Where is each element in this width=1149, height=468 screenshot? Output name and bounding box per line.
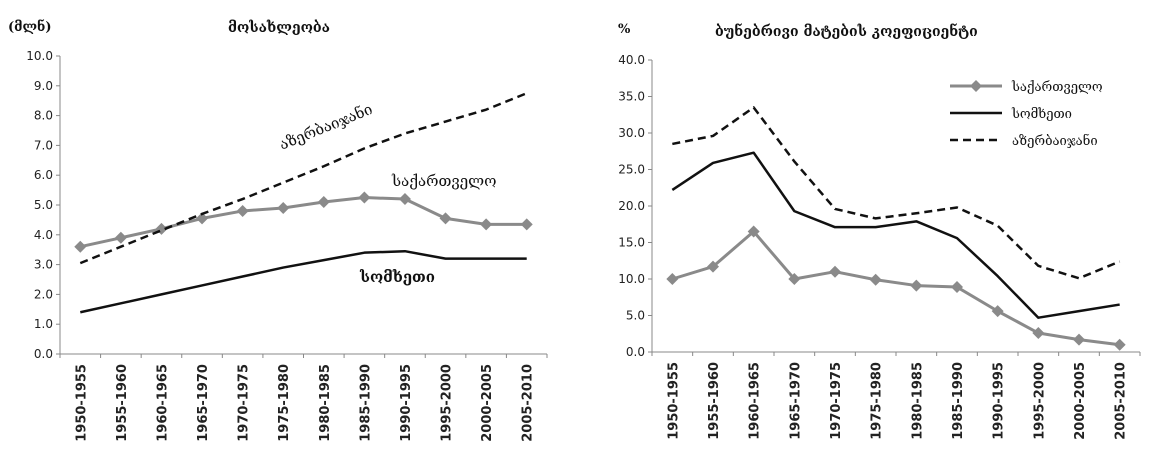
population-data-point bbox=[358, 191, 371, 204]
population-data-point bbox=[74, 240, 87, 253]
growth-rate-data-point bbox=[666, 273, 679, 285]
growth-rate-x-tick-label: 1960-1965 bbox=[748, 362, 763, 440]
population-x-tick-label: 1970-1975 bbox=[237, 364, 252, 442]
growth-rate-chart-title: ბუნებრივი მატების კოეფიციენტი bbox=[715, 24, 978, 40]
population-chart-plot: 0.0 1.0 2.0 3.0 4.0 5.0 6.0 7.0 8.0 9.0 10.0 1950-1… bbox=[26, 49, 548, 442]
population-series-line-1 bbox=[80, 249, 527, 314]
population-y-tick-label: 5.0 bbox=[34, 198, 53, 212]
population-y-tick-label: 9.0 bbox=[34, 79, 53, 93]
growth-rate-data-point bbox=[910, 279, 923, 292]
population-x-tick-label: 2005-2010 bbox=[521, 364, 536, 442]
growth-rate-chart: % ბუნებრივი მატების კოეფიციენტი 0.0 5.0 10… bbox=[575, 0, 1149, 468]
population-unit-label: (მლნ) bbox=[8, 20, 52, 35]
azerbaijan-inline-label: აზერბაიჯანი bbox=[277, 100, 375, 154]
population-y-tick-label: 7.0 bbox=[34, 138, 53, 152]
population-y-tick-label: 10.0 bbox=[26, 49, 53, 63]
growth-rate-data-point bbox=[788, 273, 801, 285]
population-data-point bbox=[520, 218, 533, 231]
growth-rate-data-point bbox=[1073, 333, 1085, 346]
population-y-tick-label: 8.0 bbox=[34, 109, 53, 123]
population-data-point bbox=[277, 201, 290, 214]
population-x-tick-label: 1985-1990 bbox=[358, 364, 373, 442]
growth-rate-x-tick-label: 1995-2000 bbox=[1032, 362, 1047, 440]
armenia-inline-label: სომხეთი bbox=[359, 268, 435, 286]
legend-marker-0 bbox=[970, 80, 982, 92]
growth-rate-data-point bbox=[1032, 327, 1045, 340]
population-data-point bbox=[114, 231, 127, 244]
population-x-tick-label: 1950-1955 bbox=[74, 364, 89, 442]
population-chart: (მლნ) მოსახლეობა 0.0 1.0 2.0 3.0 4.0 5.0 6.0 7.… bbox=[8, 20, 548, 442]
growth-rate-y-tick-label: 25.0 bbox=[618, 163, 645, 177]
legend-label-2: აზერბაიჯანი bbox=[1012, 133, 1098, 149]
growth-rate-x-tick-label: 1980-1985 bbox=[910, 362, 925, 440]
growth-rate-series-line-2 bbox=[672, 106, 1121, 280]
growth-rate-x-tick-label: 1965-1970 bbox=[788, 362, 803, 440]
population-y-tick-label: 0.0 bbox=[34, 347, 53, 361]
population-x-tick-label: 1980-1985 bbox=[318, 364, 333, 442]
population-x-tick-label: 1990-1995 bbox=[399, 364, 414, 442]
growth-rate-x-tick-label: 2000-2005 bbox=[1073, 362, 1088, 440]
growth-rate-x-tick-label: 1970-1975 bbox=[829, 362, 844, 440]
growth-rate-chart-plot: 0.0 5.0 10.0 15.0 20.0 25.0 30.0 35.0 40.0 1950-1… bbox=[618, 53, 1141, 440]
growth-rate-x-tick-label: 2005-2010 bbox=[1114, 362, 1129, 440]
population-data-point bbox=[196, 212, 209, 225]
population-y-tick-label: 6.0 bbox=[34, 168, 53, 182]
population-y-tick-label: 3.0 bbox=[34, 258, 53, 272]
growth-rate-x-tick-label: 1975-1980 bbox=[870, 362, 885, 440]
population-y-tick-label: 2.0 bbox=[34, 287, 53, 301]
growth-rate-y-tick-label: 35.0 bbox=[618, 90, 645, 104]
population-data-point bbox=[439, 212, 452, 225]
growth-rate-data-point bbox=[951, 281, 963, 294]
population-series-line-2 bbox=[79, 92, 528, 265]
growth-rate-x-tick-label: 1985-1990 bbox=[951, 362, 966, 440]
growth-rate-data-point bbox=[991, 305, 1004, 318]
population-data-point bbox=[480, 218, 493, 231]
growth-rate-y-tick-label: 30.0 bbox=[618, 126, 645, 140]
growth-rate-y-tick-label: 20.0 bbox=[618, 199, 645, 213]
growth-rate-series-line-1 bbox=[671, 151, 1120, 319]
population-chart-title: მოსახლეობა bbox=[228, 20, 330, 36]
growth-rate-x-tick-label: 1950-1955 bbox=[666, 362, 681, 440]
growth-rate-unit-label: % bbox=[618, 22, 631, 37]
growth-rate-data-point bbox=[829, 265, 841, 278]
population-y-tick-label: 4.0 bbox=[34, 228, 53, 242]
growth-rate-x-tick-label: 1955-1960 bbox=[707, 362, 722, 440]
population-x-tick-label: 1975-1980 bbox=[277, 364, 292, 442]
growth-rate-data-point bbox=[1113, 338, 1126, 351]
population-x-tick-label: 2000-2005 bbox=[480, 364, 495, 442]
population-data-point bbox=[317, 196, 330, 209]
legend-label-1: სომხეთი bbox=[1011, 107, 1072, 122]
population-series-line-0 bbox=[79, 196, 527, 249]
growth-rate-y-tick-label: 15.0 bbox=[618, 236, 645, 250]
population-data-point bbox=[236, 204, 249, 217]
population-y-tick-label: 1.0 bbox=[34, 317, 53, 331]
population-data-point bbox=[398, 193, 411, 206]
growth-rate-data-point bbox=[707, 260, 719, 273]
growth-rate-x-tick-label: 1990-1995 bbox=[992, 362, 1007, 440]
growth-rate-y-tick-label: 40.0 bbox=[618, 53, 645, 67]
growth-rate-data-point bbox=[869, 273, 882, 286]
growth-rate-data-point bbox=[747, 225, 760, 238]
growth-rate-y-tick-label: 0.0 bbox=[626, 345, 645, 359]
georgia-inline-label: საქართველო bbox=[391, 172, 497, 190]
population-x-tick-label: 1965-1970 bbox=[196, 364, 211, 442]
legend-label-0: საქართველო bbox=[1011, 80, 1103, 95]
growth-rate-y-tick-label: 5.0 bbox=[626, 309, 645, 323]
population-x-tick-label: 1995-2000 bbox=[440, 364, 455, 442]
growth-rate-series-line-0 bbox=[671, 230, 1120, 347]
growth-rate-y-tick-label: 10.0 bbox=[618, 272, 645, 286]
population-x-tick-label: 1955-1960 bbox=[115, 364, 130, 442]
population-x-tick-label: 1960-1965 bbox=[155, 364, 170, 442]
